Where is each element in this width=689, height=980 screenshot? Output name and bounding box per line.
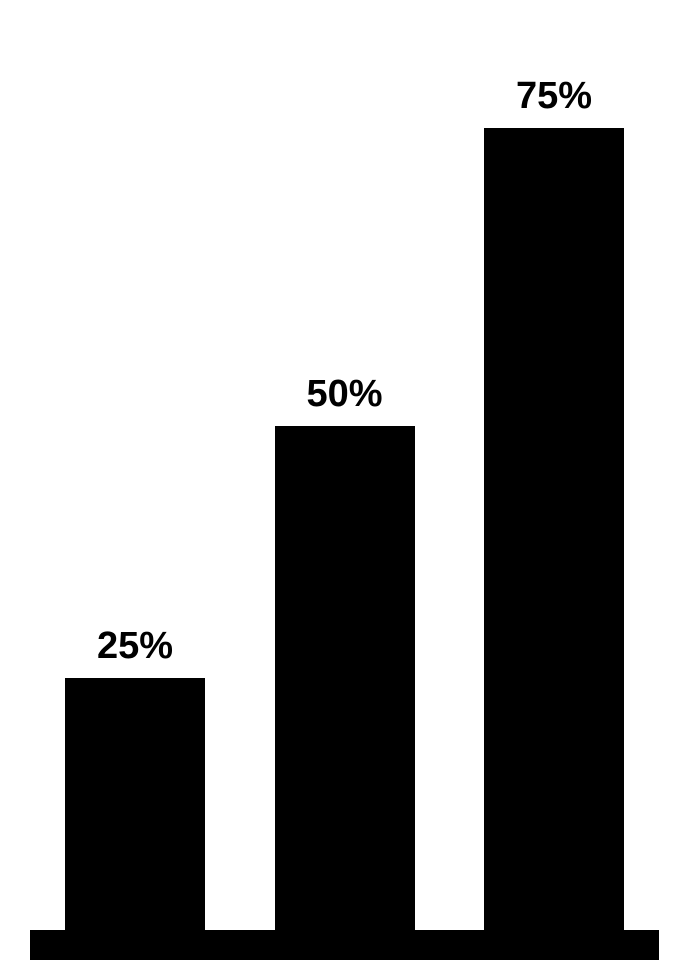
bar-label-2: 75%	[516, 75, 592, 118]
bar-0	[65, 678, 205, 960]
bar-chart: 25% 50% 75%	[30, 20, 659, 960]
bar-label-1: 50%	[306, 373, 382, 416]
bar-group-0: 25%	[65, 625, 205, 960]
bar-label-0: 25%	[97, 625, 173, 668]
bar-group-1: 50%	[275, 373, 415, 960]
bars-area: 25% 50% 75%	[30, 20, 659, 960]
bar-2	[484, 128, 624, 960]
bar-group-2: 75%	[484, 75, 624, 960]
chart-baseline	[30, 930, 659, 960]
bar-1	[275, 426, 415, 960]
